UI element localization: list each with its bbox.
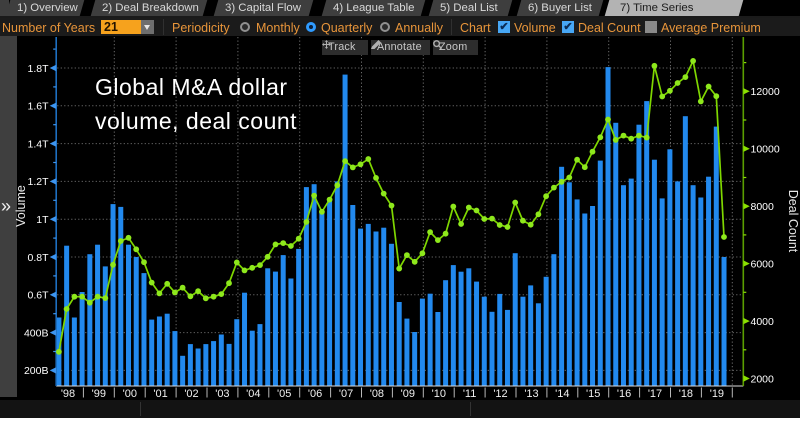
svg-text:'17: '17 <box>648 388 662 400</box>
svg-text:'04: '04 <box>246 388 260 400</box>
svg-text:1.8T: 1.8T <box>27 63 49 75</box>
svg-text:'16: '16 <box>617 388 631 400</box>
svg-text:'03: '03 <box>215 388 229 400</box>
svg-text:12000: 12000 <box>751 86 780 98</box>
svg-text:1T: 1T <box>36 214 49 226</box>
svg-text:'06: '06 <box>308 388 322 400</box>
svg-text:2000: 2000 <box>751 373 775 385</box>
svg-text:'11: '11 <box>463 388 477 400</box>
svg-text:'15: '15 <box>586 388 600 400</box>
svg-text:1.2T: 1.2T <box>27 176 49 188</box>
svg-text:'18: '18 <box>679 388 693 400</box>
svg-text:6000: 6000 <box>751 258 775 270</box>
svg-text:'07: '07 <box>339 388 353 400</box>
svg-text:0.6T: 0.6T <box>27 290 49 302</box>
svg-text:'19: '19 <box>710 388 724 400</box>
svg-text:'99: '99 <box>92 388 106 400</box>
svg-text:0.8T: 0.8T <box>27 252 49 264</box>
svg-text:8000: 8000 <box>751 201 775 213</box>
svg-text:Deal Count: Deal Count <box>786 190 800 253</box>
svg-text:10000: 10000 <box>751 144 780 156</box>
svg-text:400B: 400B <box>24 327 49 339</box>
svg-text:'09: '09 <box>401 388 415 400</box>
svg-text:'14: '14 <box>555 388 569 400</box>
svg-text:'02: '02 <box>184 388 198 400</box>
svg-text:'08: '08 <box>370 388 384 400</box>
svg-text:'12: '12 <box>493 388 507 400</box>
svg-text:'00: '00 <box>123 388 137 400</box>
svg-text:Global M&A dollar: Global M&A dollar <box>95 74 288 100</box>
svg-text:1.4T: 1.4T <box>27 138 49 150</box>
svg-text:'13: '13 <box>524 388 538 400</box>
svg-text:volume, deal count: volume, deal count <box>95 108 297 134</box>
svg-text:1.6T: 1.6T <box>27 101 49 113</box>
svg-text:4000: 4000 <box>751 316 775 328</box>
svg-text:Volume: Volume <box>14 185 28 227</box>
svg-text:200B: 200B <box>24 365 49 377</box>
svg-text:'98: '98 <box>61 388 75 400</box>
svg-text:'05: '05 <box>277 388 291 400</box>
svg-text:'01: '01 <box>153 388 167 400</box>
svg-text:'10: '10 <box>432 388 446 400</box>
